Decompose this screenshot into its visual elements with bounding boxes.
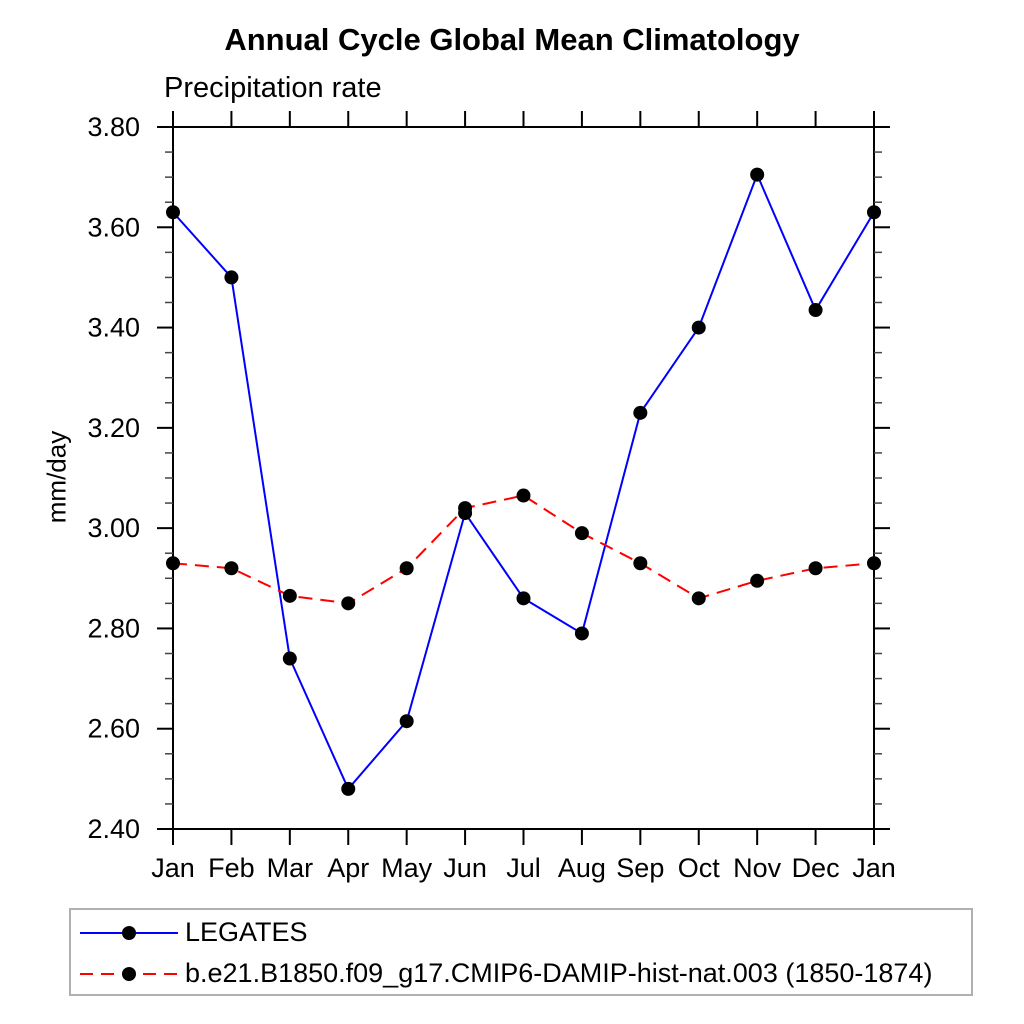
data-point-series-1 [458, 501, 473, 516]
data-point-series-0 [691, 320, 706, 335]
data-point-series-0 [282, 651, 297, 666]
x-tick-label: Aug [558, 853, 606, 883]
legend-marker-dot [122, 966, 136, 981]
axis-frame [172, 126, 875, 830]
data-point-series-0 [341, 781, 356, 796]
data-point-series-1 [399, 561, 414, 576]
x-tick-label: Apr [327, 853, 369, 883]
x-tick-label: May [381, 853, 433, 883]
data-point-series-1 [166, 556, 180, 571]
data-point-series-0 [166, 205, 180, 220]
legend-solid-line-sample [80, 925, 178, 940]
data-point-series-0 [867, 205, 881, 220]
chart-title: Annual Cycle Global Mean Climatology [224, 22, 800, 57]
y-tick-label: 2.80 [87, 613, 140, 643]
legend-dashed-line-sample [80, 966, 178, 981]
legend-box: LEGATES b.e21.B1850.f09_g17.CMIP6-DAMIP-… [69, 908, 973, 996]
x-tick-label: Feb [208, 853, 255, 883]
x-tick-label: Jun [443, 853, 487, 883]
data-point-series-1 [574, 526, 589, 541]
y-tick-label: 3.40 [87, 313, 140, 343]
x-tick-label: Oct [678, 853, 721, 883]
data-point-series-1 [808, 561, 823, 576]
data-point-series-0 [224, 270, 239, 285]
x-tick-label: Jan [151, 853, 195, 883]
data-point-series-1 [341, 596, 356, 611]
data-point-series-1 [633, 556, 648, 571]
data-point-series-1 [282, 588, 297, 603]
y-tick-label: 3.60 [87, 212, 140, 242]
data-point-series-0 [516, 591, 531, 606]
legend-item-model: b.e21.B1850.f09_g17.CMIP6-DAMIP-hist-nat… [71, 953, 971, 994]
y-tick-label: 3.00 [87, 513, 140, 543]
data-point-series-0 [750, 167, 765, 182]
x-tick-label: Mar [267, 853, 314, 883]
y-tick-label: 3.20 [87, 413, 140, 443]
data-point-series-0 [574, 626, 589, 641]
legend-item-legates: LEGATES [71, 912, 971, 953]
data-point-series-0 [808, 303, 823, 318]
y-tick-label: 2.60 [87, 714, 140, 744]
x-tick-label: Jan [852, 853, 896, 883]
x-tick-label: Dec [792, 853, 840, 883]
data-point-series-1 [750, 573, 765, 588]
x-tick-label: Nov [733, 853, 782, 883]
y-tick-label: 3.80 [87, 112, 140, 142]
data-point-series-0 [399, 714, 414, 729]
data-point-series-1 [224, 561, 239, 576]
legend-marker-dot [122, 925, 136, 940]
x-tick-label: Sep [616, 853, 664, 883]
x-tick-label: Jul [506, 853, 541, 883]
legend-label-model: b.e21.B1850.f09_g17.CMIP6-DAMIP-hist-nat… [185, 958, 933, 988]
data-point-series-1 [867, 556, 881, 571]
legend-label-legates: LEGATES [185, 917, 308, 947]
y-tick-label: 2.40 [87, 814, 140, 844]
data-point-series-1 [516, 488, 531, 503]
data-point-series-0 [633, 405, 648, 420]
series-line-0 [172, 171, 875, 791]
chart-subtitle: Precipitation rate [164, 72, 382, 104]
data-point-series-1 [691, 591, 706, 606]
